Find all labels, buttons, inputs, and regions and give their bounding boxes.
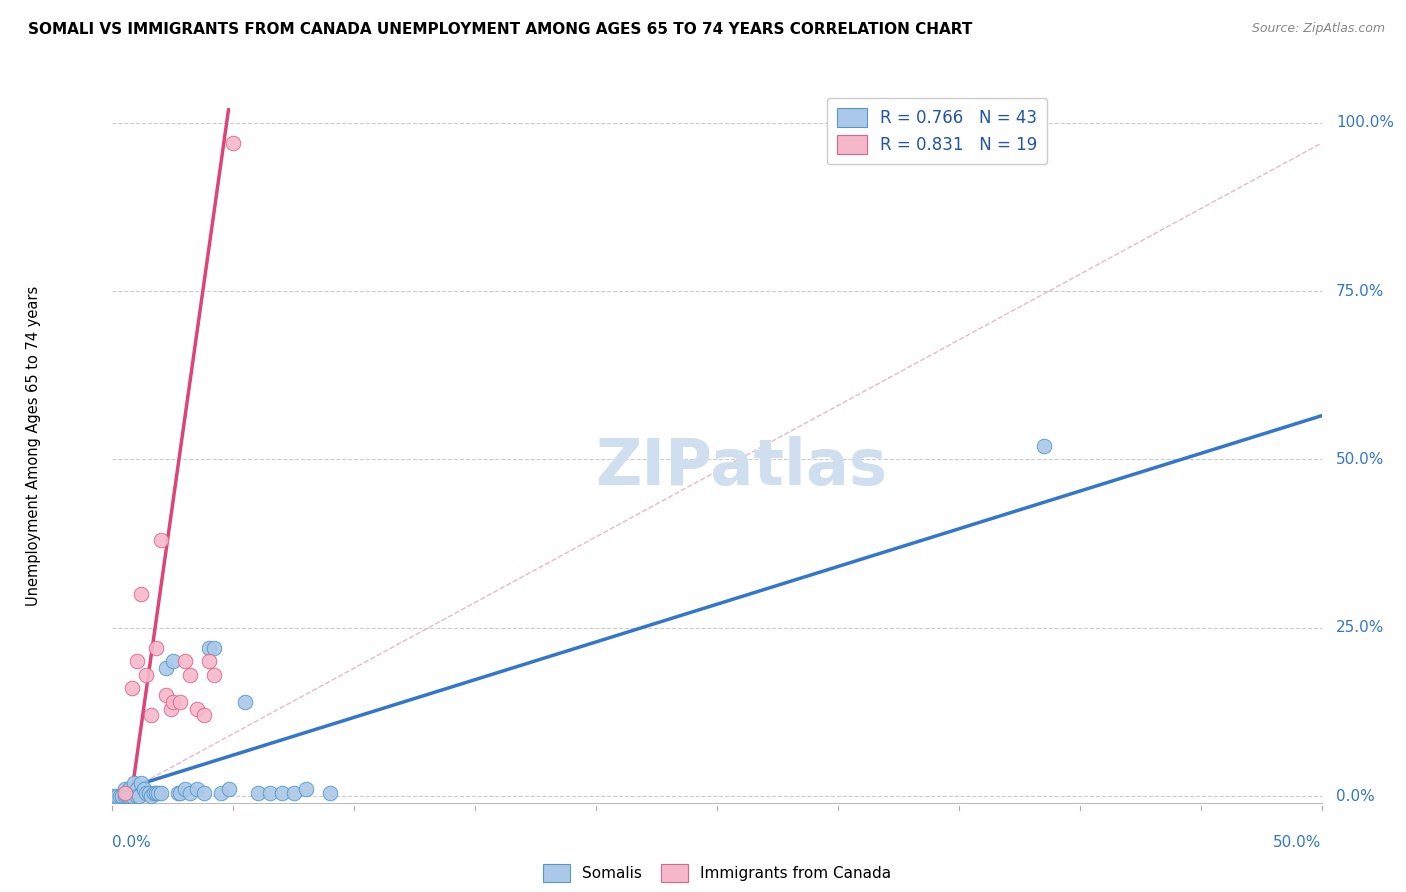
Text: 0.0%: 0.0% <box>1336 789 1375 804</box>
Legend: Somalis, Immigrants from Canada: Somalis, Immigrants from Canada <box>537 858 897 888</box>
Point <box>193 786 215 800</box>
Point <box>125 789 148 803</box>
Point <box>174 782 197 797</box>
Point <box>218 782 240 797</box>
Text: SOMALI VS IMMIGRANTS FROM CANADA UNEMPLOYMENT AMONG AGES 65 TO 74 YEARS CORRELAT: SOMALI VS IMMIGRANTS FROM CANADA UNEMPLO… <box>28 22 973 37</box>
Point <box>131 587 153 601</box>
Text: Source: ZipAtlas.com: Source: ZipAtlas.com <box>1251 22 1385 36</box>
Text: ZIPatlas: ZIPatlas <box>595 436 887 499</box>
Point <box>155 661 177 675</box>
Point <box>141 789 163 803</box>
Text: 50.0%: 50.0% <box>1274 835 1322 850</box>
Point <box>202 668 225 682</box>
Point <box>125 655 148 669</box>
Point <box>283 786 305 800</box>
Point <box>145 786 167 800</box>
Point <box>193 708 215 723</box>
Point <box>179 786 201 800</box>
Text: 0.0%: 0.0% <box>112 835 152 850</box>
Point <box>118 782 141 797</box>
Point <box>259 786 281 800</box>
Point <box>121 681 143 696</box>
Point <box>131 775 153 789</box>
Point <box>166 786 188 800</box>
Point <box>319 786 342 800</box>
Point <box>162 655 184 669</box>
Point <box>111 789 134 803</box>
Point <box>148 786 170 800</box>
Point <box>101 789 124 803</box>
Point <box>235 695 257 709</box>
Point <box>179 668 201 682</box>
Point <box>145 640 167 655</box>
Point <box>1032 439 1054 453</box>
Text: Unemployment Among Ages 65 to 74 years: Unemployment Among Ages 65 to 74 years <box>27 285 41 607</box>
Point <box>186 782 208 797</box>
Point <box>135 668 157 682</box>
Point <box>159 701 181 715</box>
Point <box>132 782 155 797</box>
Point <box>114 786 136 800</box>
Point <box>149 786 172 800</box>
Point <box>169 695 191 709</box>
Text: 100.0%: 100.0% <box>1336 115 1395 130</box>
Point <box>115 789 138 803</box>
Point <box>270 786 292 800</box>
Point <box>155 688 177 702</box>
Point <box>142 786 165 800</box>
Point <box>186 701 208 715</box>
Point <box>149 533 172 548</box>
Point <box>135 786 157 800</box>
Point <box>125 782 148 797</box>
Point <box>114 789 136 803</box>
Point <box>198 640 221 655</box>
Point <box>202 640 225 655</box>
Point <box>295 782 318 797</box>
Text: 50.0%: 50.0% <box>1336 452 1385 467</box>
Point <box>114 782 136 797</box>
Point <box>128 789 150 803</box>
Text: 75.0%: 75.0% <box>1336 284 1385 299</box>
Text: 25.0%: 25.0% <box>1336 620 1385 635</box>
Point <box>222 136 245 150</box>
Point <box>141 708 163 723</box>
Point <box>209 786 232 800</box>
Point <box>122 775 145 789</box>
Point <box>108 789 131 803</box>
Point <box>246 786 269 800</box>
Point <box>138 786 160 800</box>
Point <box>162 695 184 709</box>
Point <box>118 789 141 803</box>
Point <box>169 786 191 800</box>
Point <box>105 789 128 803</box>
Point <box>174 655 197 669</box>
Point <box>121 789 143 803</box>
Point <box>198 655 221 669</box>
